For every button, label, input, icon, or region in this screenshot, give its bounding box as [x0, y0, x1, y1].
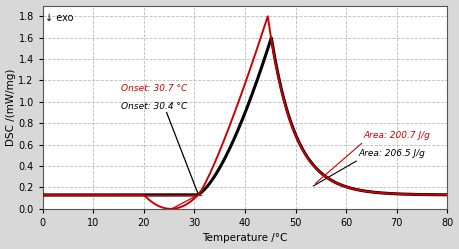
Text: Onset: 30.7 °C: Onset: 30.7 °C [121, 84, 187, 93]
Y-axis label: DSC /(mW/mg): DSC /(mW/mg) [6, 68, 16, 146]
Text: Area: 206.5 J/g: Area: 206.5 J/g [359, 149, 425, 158]
Text: Area: 200.7 J/g: Area: 200.7 J/g [364, 131, 431, 140]
Text: ↓ exo: ↓ exo [45, 13, 74, 23]
X-axis label: Temperature /°C: Temperature /°C [202, 234, 288, 244]
Text: Onset: 30.4 °C: Onset: 30.4 °C [121, 102, 187, 111]
